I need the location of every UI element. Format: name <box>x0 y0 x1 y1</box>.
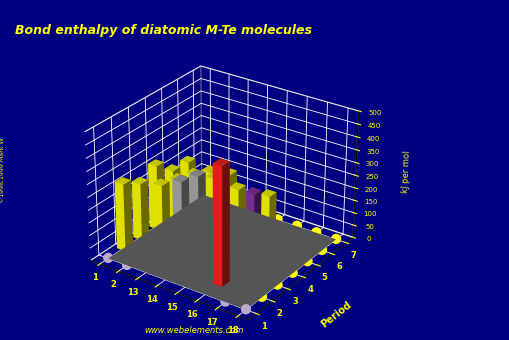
Text: Bond enthalpy of diatomic M-Te molecules: Bond enthalpy of diatomic M-Te molecules <box>15 24 312 37</box>
Text: www.webelements.com: www.webelements.com <box>144 326 243 335</box>
Y-axis label: Period: Period <box>318 300 352 329</box>
Text: ©1998,1999 Mark W: ©1998,1999 Mark W <box>0 137 5 203</box>
